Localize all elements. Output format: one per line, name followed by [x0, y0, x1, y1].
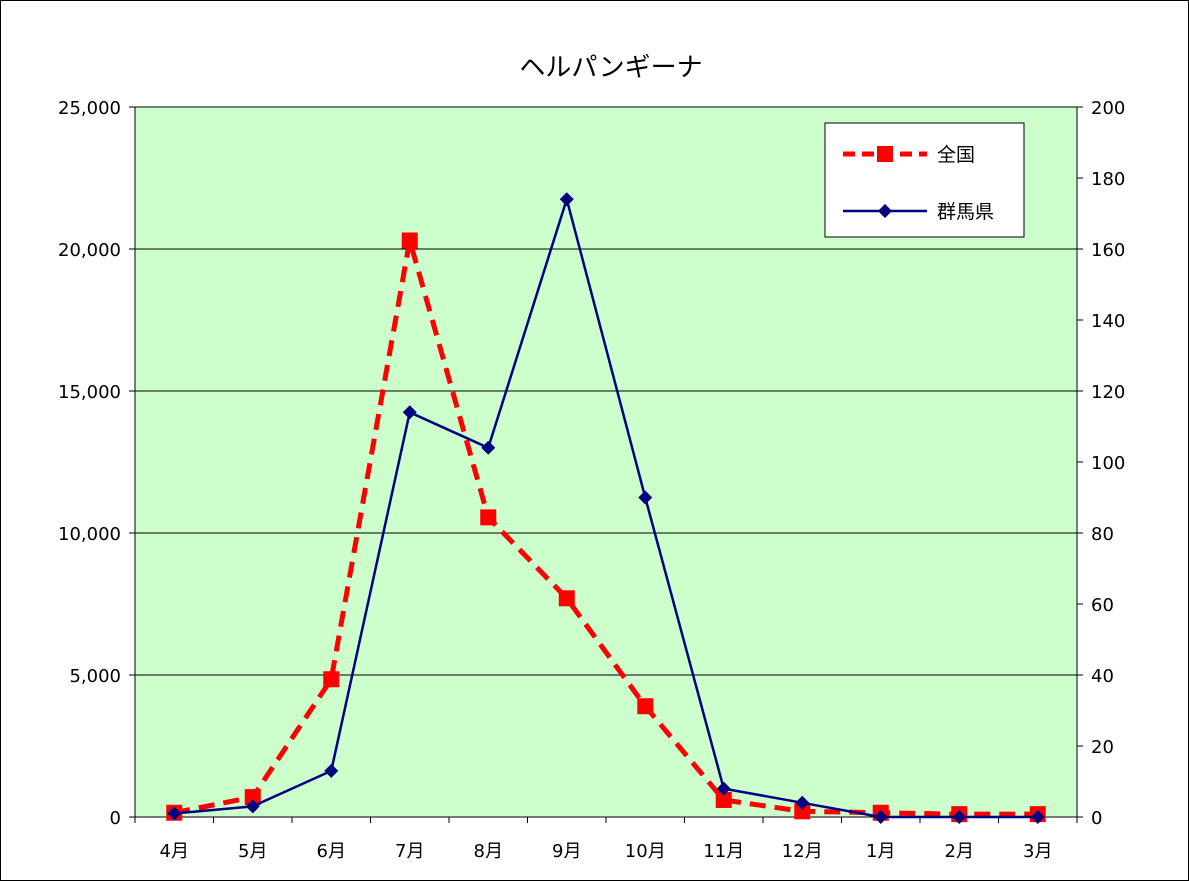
x-tick-label: 11月: [703, 841, 744, 862]
y-right-tick-label: 200: [1091, 98, 1125, 119]
data-point: [558, 590, 575, 607]
x-tick-label: 4月: [160, 841, 189, 862]
data-point: [480, 509, 497, 526]
data-point: [795, 795, 810, 810]
y-left-tick-label: 15,000: [58, 382, 121, 403]
y-right-tick-label: 80: [1091, 524, 1114, 545]
data-point: [873, 810, 888, 824]
x-tick-label: 1月: [866, 841, 895, 862]
data-point: [402, 405, 417, 420]
x-tick-label: 8月: [474, 841, 503, 862]
data-point: [559, 192, 574, 207]
y-left-tick-label: 20,000: [58, 240, 121, 261]
y-right-tick-label: 100: [1091, 453, 1125, 474]
y-left-tick-label: 0: [110, 808, 121, 829]
data-point: [637, 698, 654, 715]
series-lines: [166, 192, 1046, 824]
y-right-tick-label: 120: [1091, 382, 1125, 403]
y-right-tick-label: 60: [1091, 595, 1114, 616]
x-tick-label: 3月: [1023, 841, 1052, 862]
y-left-tick-label: 5,000: [69, 666, 121, 687]
y-right-tick-label: 180: [1091, 169, 1125, 190]
legend-box: [824, 122, 1025, 238]
data-point: [481, 440, 496, 455]
x-tick-label: 12月: [782, 841, 823, 862]
x-tick-label: 9月: [552, 841, 581, 862]
y-right-tick-label: 40: [1091, 666, 1114, 687]
x-tick-label: 10月: [625, 841, 666, 862]
y-right-tick-label: 0: [1091, 808, 1102, 829]
data-point: [401, 232, 418, 249]
data-point: [715, 791, 732, 808]
data-point: [167, 806, 182, 821]
y-left-tick-label: 25,000: [58, 98, 121, 119]
data-point: [794, 803, 811, 820]
x-tick-label: 5月: [238, 841, 267, 862]
data-point: [324, 763, 339, 778]
data-point: [952, 810, 967, 824]
y-right-tick-label: 160: [1091, 240, 1125, 261]
legend-marker-national: [877, 146, 893, 162]
legend-label-national: 全国: [937, 144, 975, 166]
legend-label-gunma: 群馬県: [937, 201, 994, 223]
x-tick-label: 6月: [317, 841, 346, 862]
x-tick-label: 7月: [395, 841, 424, 862]
series-line: [173, 237, 1038, 817]
y-right-tick-label: 20: [1091, 737, 1114, 758]
legend: 全国 群馬県: [824, 122, 1025, 238]
x-tick-label: 2月: [945, 841, 974, 862]
data-point: [1030, 810, 1045, 824]
y-left-tick-label: 10,000: [58, 524, 121, 545]
data-point: [323, 671, 340, 688]
gridlines: [135, 106, 1077, 676]
data-point: [244, 789, 261, 806]
series-line: [174, 198, 1038, 819]
y-right-tick-label: 140: [1091, 311, 1125, 332]
data-point: [716, 781, 731, 796]
data-point: [638, 490, 653, 505]
data-point: [245, 799, 260, 814]
series-gunma: [167, 192, 1045, 824]
legend-marker-gunma: [878, 204, 892, 218]
axes: 0 5,000 10,000 15,000 20,000 25,000 0 20 40 60 80 1…: [58, 98, 1125, 862]
chart-title: ヘルパンギーナ: [519, 53, 702, 83]
